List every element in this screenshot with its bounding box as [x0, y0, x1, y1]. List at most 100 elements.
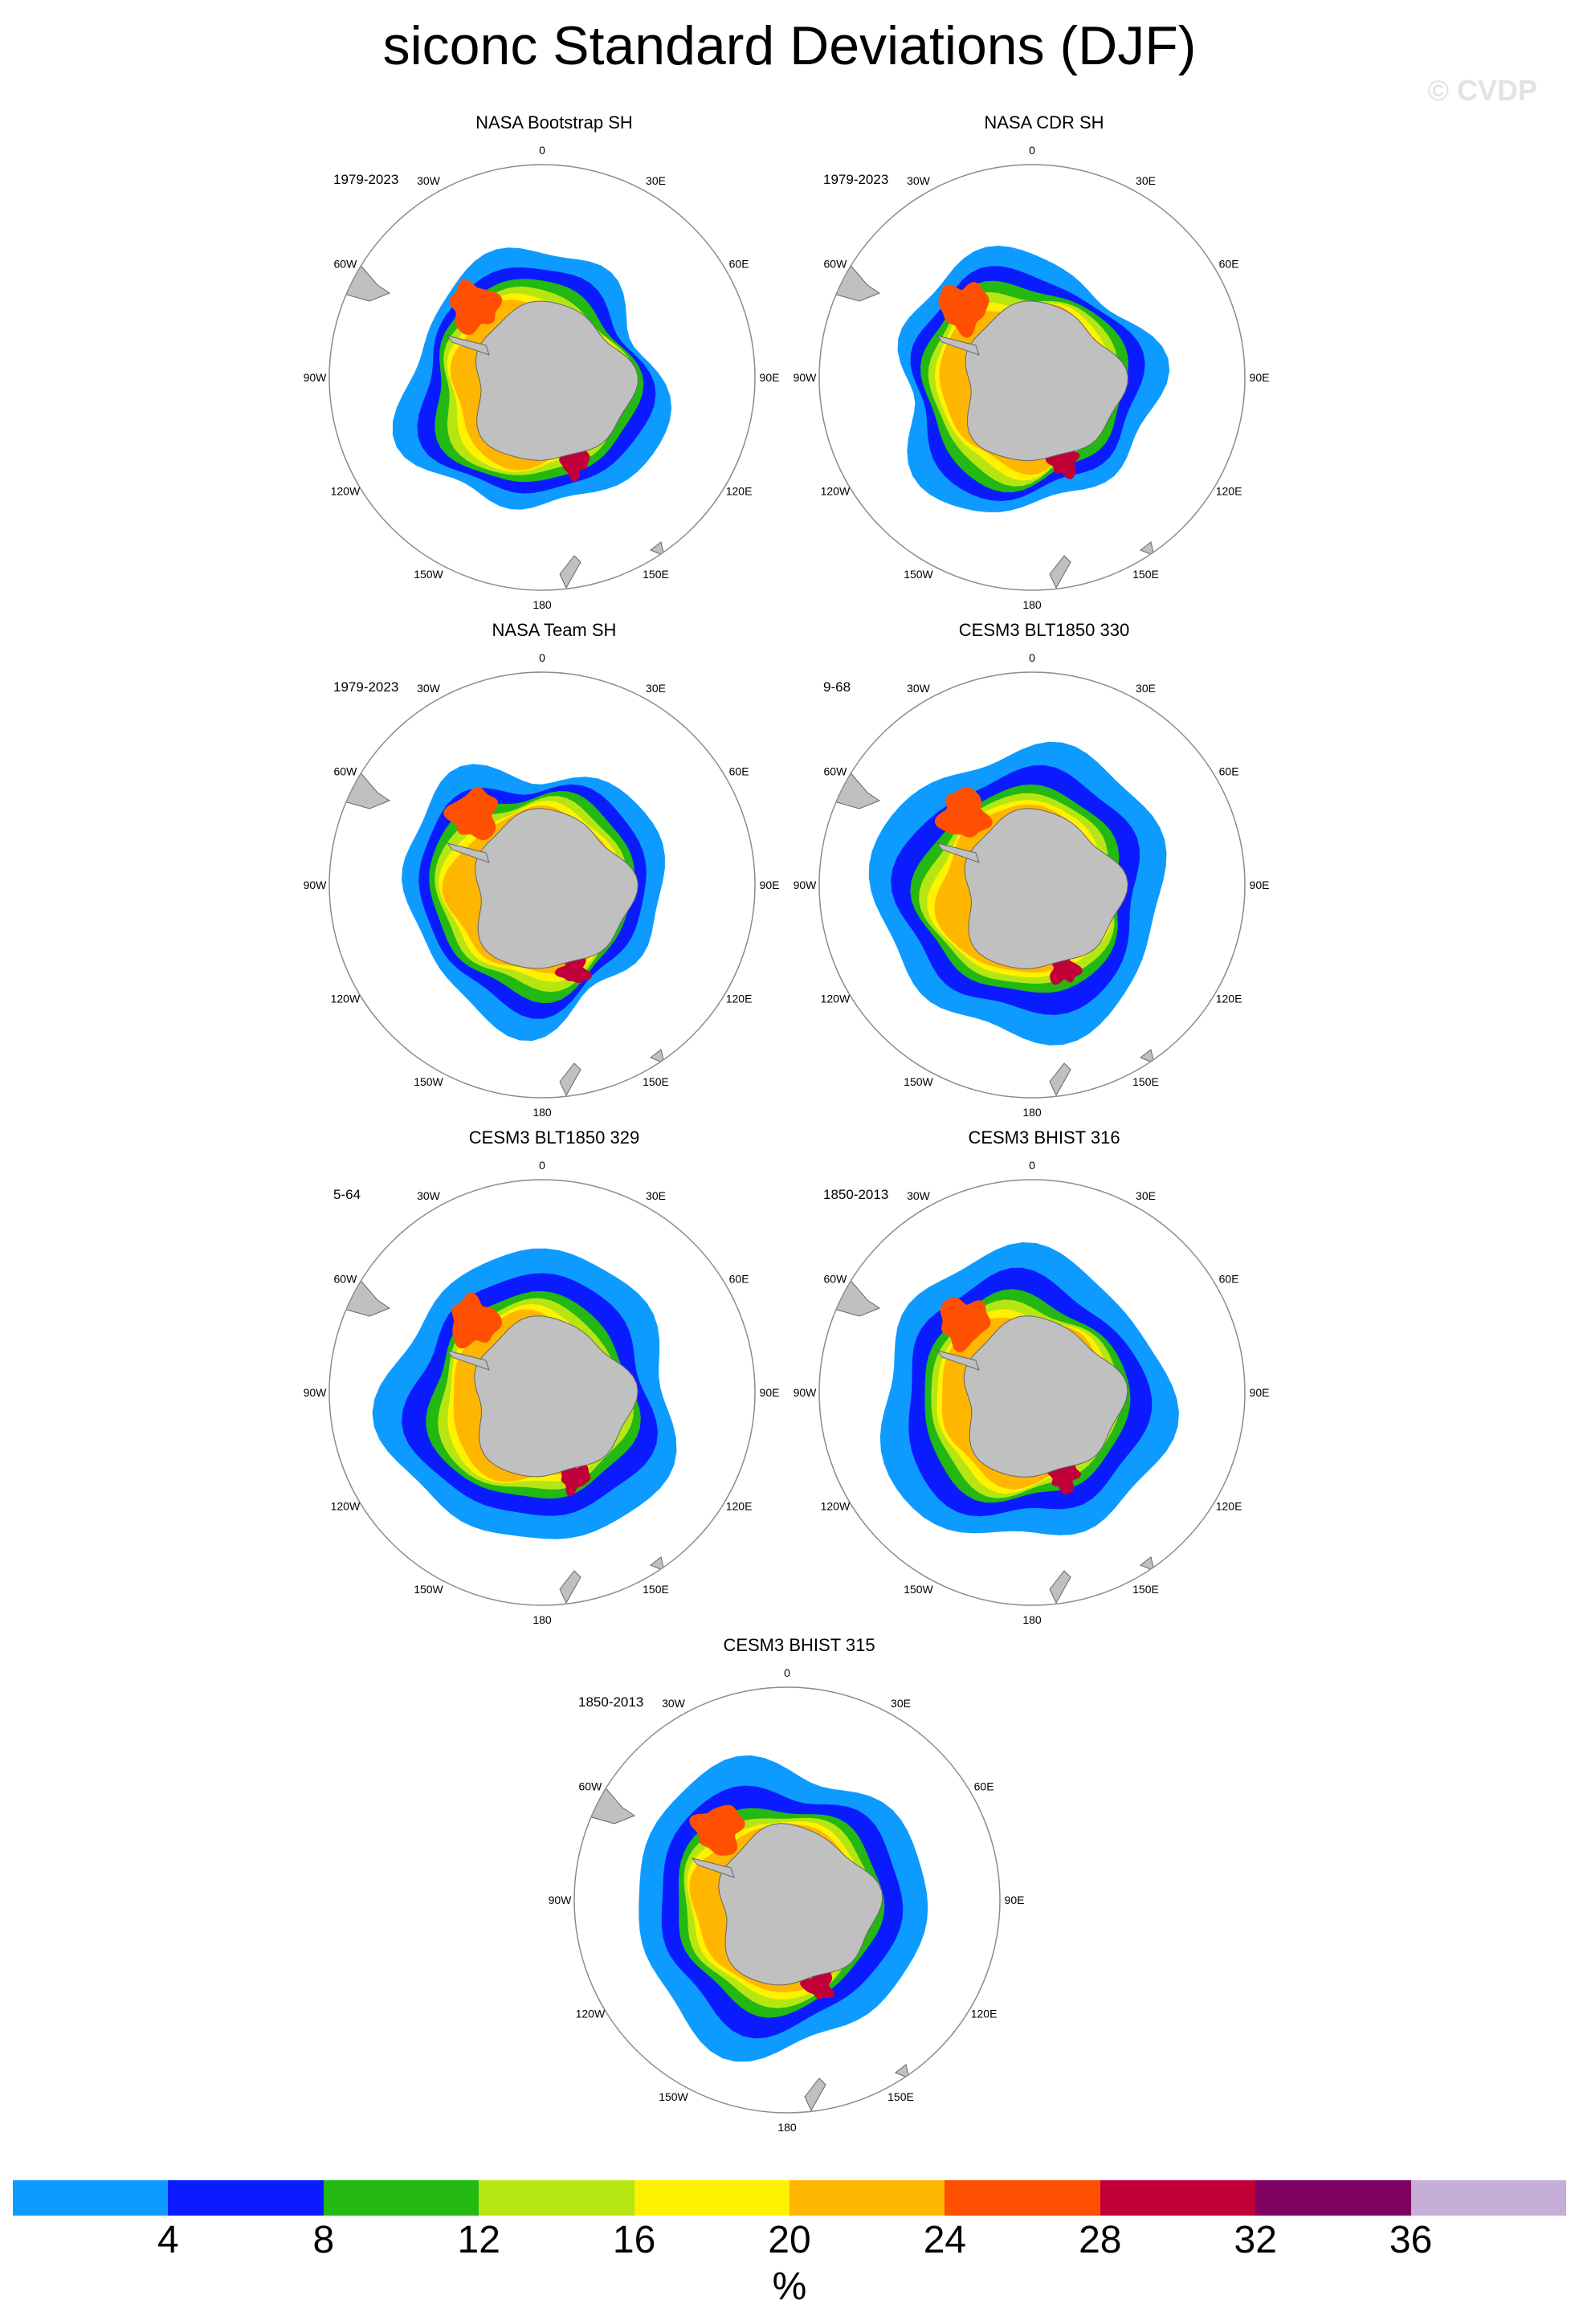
sic-hotspot [800, 1968, 834, 2000]
longitude-label: 0 [1029, 1159, 1035, 1172]
longitude-label: 60E [1219, 258, 1239, 271]
antarctica-landmass [474, 1315, 639, 1478]
new-zealand-landmass [1049, 1570, 1071, 1604]
longitude-label: 150W [659, 2090, 688, 2103]
antarctica-landmass [474, 808, 639, 969]
map-boundary-circle [818, 671, 1246, 1099]
panel-title: CESM3 BLT1850 329 [468, 1127, 640, 1148]
longitude-label: 30E [1136, 174, 1156, 187]
tasmania-landmass [1140, 1556, 1155, 1572]
new-zealand-landmass [1049, 555, 1071, 589]
longitude-label: 90W [304, 879, 328, 891]
longitude-label: 0 [1029, 651, 1035, 664]
longitude-label: 90W [304, 1386, 328, 1399]
sic-hotspot [940, 1297, 991, 1352]
cvdp-watermark: © CVDP [1427, 74, 1537, 107]
longitude-label: 60W [579, 1780, 603, 1793]
colorbar-swatch [1410, 2180, 1567, 2216]
colorbar-units: % [772, 2265, 807, 2308]
sic-hotspot [451, 1292, 503, 1349]
map-boundary-circle [818, 164, 1246, 591]
antarctic-peninsula [936, 1350, 980, 1371]
longitude-label: 30E [891, 1697, 911, 1710]
longitude-label: 120W [576, 2008, 606, 2020]
sic-hotspot [443, 786, 498, 841]
map-panel: CESM3 BHIST 315 1850-2013 0 30E 60E 90E 120E 15… [446, 1635, 1153, 2133]
colorbar-tick-label: 4 [157, 2219, 179, 2261]
longitude-label: 60E [1219, 765, 1239, 778]
longitude-label: 150E [1132, 1075, 1159, 1088]
antarctic-peninsula [446, 842, 490, 863]
antarctic-peninsula [691, 1857, 735, 1878]
sic-hotspot [938, 282, 989, 338]
panel-title: NASA CDR SH [984, 112, 1104, 133]
longitude-label: 120W [821, 1500, 851, 1513]
tasmania-landmass [1140, 1049, 1155, 1064]
longitude-label: 90W [794, 1386, 818, 1399]
colorbar-swatch [323, 2180, 479, 2216]
longitude-label: 60E [729, 258, 749, 271]
longitude-label: 90E [1250, 879, 1270, 891]
panel-period: 1850-2013 [823, 1187, 889, 1202]
map-boundary-circle [328, 164, 756, 591]
map-panel: CESM3 BLT1850 330 9-68 0 30E 60E 90E 120E 150E 1… [691, 620, 1397, 1118]
longitude-label: 180 [1022, 1613, 1042, 1625]
longitude-label: 30W [907, 682, 931, 695]
longitude-label: 30E [1136, 1189, 1156, 1202]
map-boundary-circle [328, 671, 756, 1099]
colorbar-tick-label: 32 [1234, 2219, 1277, 2261]
longitude-label: 90W [304, 371, 328, 384]
longitude-label: 150W [904, 1583, 933, 1596]
colorbar-tick-label: 12 [457, 2219, 500, 2261]
longitude-label: 60E [729, 1273, 749, 1286]
longitude-label: 120E [726, 993, 753, 1005]
longitude-label: 150E [887, 2090, 914, 2103]
panel-title: CESM3 BLT1850 330 [958, 620, 1130, 640]
antarctica-landmass [965, 300, 1128, 462]
longitude-label: 0 [539, 1159, 545, 1172]
longitude-label: 60W [334, 1273, 358, 1286]
longitude-label: 120E [726, 1500, 753, 1513]
panel-period: 1979-2023 [333, 172, 399, 187]
panel-period: 1979-2023 [333, 679, 399, 695]
longitude-label: 180 [777, 2121, 797, 2133]
colorbar-tick-label: 28 [1079, 2219, 1122, 2261]
polar-map: 0 30E 60E 90E 120E 150E 180 150W 120W 90W 60W 30W [794, 1159, 1270, 1625]
longitude-label: 30W [662, 1697, 686, 1710]
longitude-label: 30W [907, 1189, 931, 1202]
longitude-label: 150E [643, 1583, 669, 1596]
map-boundary-circle [573, 1686, 1001, 2114]
map-boundary-circle [328, 1179, 756, 1606]
longitude-label: 150W [414, 1075, 443, 1088]
sic-hotspot [934, 786, 993, 838]
panel-period: 1979-2023 [823, 172, 889, 187]
longitude-label: 90E [1250, 371, 1270, 384]
longitude-label: 0 [539, 651, 545, 664]
colorbar-swatch [1100, 2180, 1256, 2216]
longitude-label: 0 [784, 1666, 790, 1679]
tasmania-landmass [1140, 541, 1155, 557]
map-panel: NASA Team SH 1979-2023 0 30E 60E 90E 120E 150E 1… [201, 620, 908, 1118]
polar-map: 0 30E 60E 90E 120E 150E 180 150W 120W 90W 60W 30W [304, 651, 780, 1118]
panel-period: 1850-2013 [578, 1694, 644, 1710]
antarctic-peninsula [936, 335, 980, 356]
longitude-label: 120W [331, 1500, 361, 1513]
longitude-label: 120E [1216, 1500, 1242, 1513]
longitude-label: 180 [1022, 598, 1042, 610]
antarctic-peninsula [446, 335, 490, 356]
longitude-label: 60W [334, 765, 358, 778]
longitude-label: 60E [729, 765, 749, 778]
tasmania-landmass [895, 2064, 910, 2079]
longitude-label: 90E [1250, 1386, 1270, 1399]
sic-hotspot [449, 279, 503, 335]
longitude-label: 180 [1022, 1106, 1042, 1118]
longitude-label: 60W [824, 258, 848, 271]
colorbar-tick-label: 20 [768, 2219, 811, 2261]
longitude-label: 120W [821, 485, 851, 498]
polar-map: 0 30E 60E 90E 120E 150E 180 150W 120W 90W 60W 30W [304, 1159, 780, 1625]
colorbar-labels: 4 8 12 16 20 24 28 32 36 [13, 2218, 1566, 2274]
map-panel: CESM3 BLT1850 329 5-64 0 30E 60E 90E 120E 150E 1… [201, 1127, 908, 1625]
longitude-label: 90E [760, 879, 780, 891]
panel-title: CESM3 BHIST 316 [968, 1127, 1120, 1148]
longitude-label: 120W [821, 993, 851, 1005]
